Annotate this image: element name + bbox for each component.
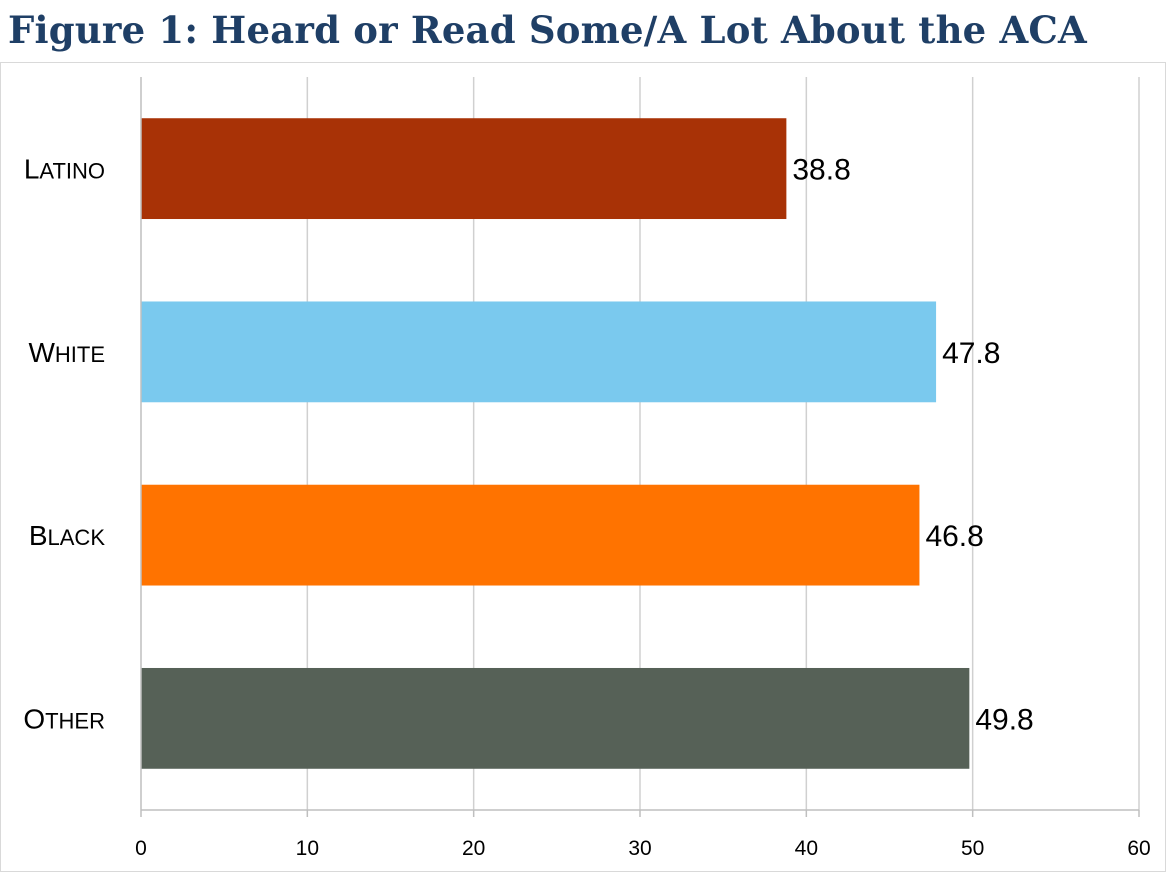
- x-tick-label: 0: [135, 837, 147, 860]
- axes: [140, 77, 1140, 817]
- category-label-other: OTHER: [23, 703, 105, 734]
- bar-other: [141, 667, 970, 769]
- x-tick-label: 40: [795, 837, 818, 860]
- x-tick-label: 30: [628, 837, 651, 860]
- x-tick-label: 60: [1127, 837, 1150, 860]
- bar-latino: [141, 118, 787, 220]
- x-tick-label: 10: [296, 837, 319, 860]
- data-label-latino: 38.8: [792, 154, 850, 187]
- category-label-white: WHITE: [28, 337, 105, 368]
- bar-white: [141, 301, 937, 403]
- data-label-other: 49.8: [975, 703, 1033, 736]
- data-label-black: 46.8: [925, 520, 983, 553]
- x-tick-label: 50: [961, 837, 984, 860]
- bar-black: [141, 484, 920, 586]
- labels: 0 10 20 30 40 50 60 38.8 LATINO 47.8 WHITE 46.8 BLAC…: [23, 154, 1150, 860]
- chart-title: Figure 1: Heard or Read Some/A Lot About…: [8, 8, 1087, 52]
- category-label-latino: LATINO: [24, 154, 105, 185]
- chart-area: 0 10 20 30 40 50 60 38.8 LATINO 47.8 WHITE 46.8 BLAC…: [0, 62, 1166, 872]
- bars: [141, 118, 970, 769]
- category-label-black: BLACK: [29, 520, 105, 551]
- data-label-white: 47.8: [942, 337, 1000, 370]
- bar-chart: 0 10 20 30 40 50 60 38.8 LATINO 47.8 WHITE 46.8 BLAC…: [0, 62, 1166, 872]
- x-tick-label: 20: [462, 837, 485, 860]
